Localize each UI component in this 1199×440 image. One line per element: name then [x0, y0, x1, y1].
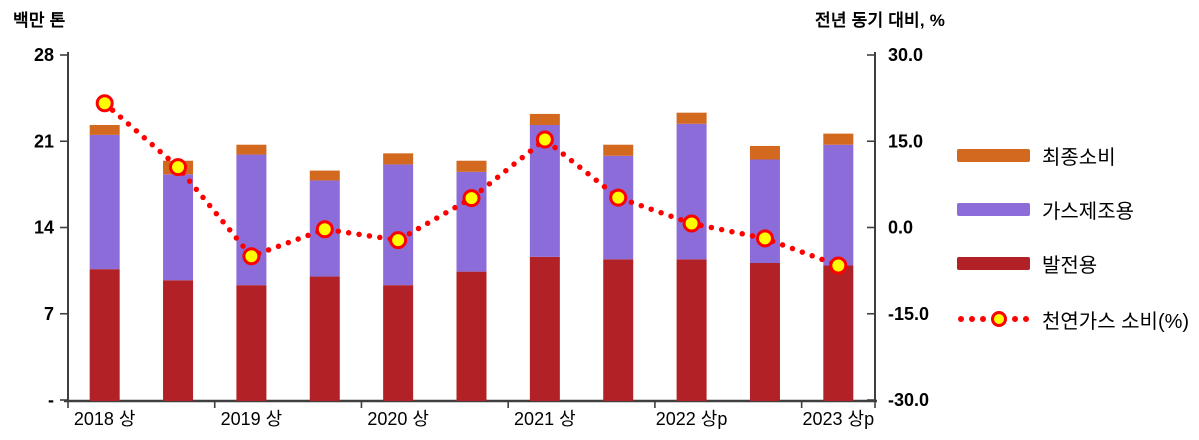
line-marker [682, 214, 701, 233]
bar-segment-발전용 [676, 259, 707, 401]
bar-segment-최종소비 [309, 170, 340, 181]
right-axis-tick-label: -30.0 [888, 390, 929, 410]
left-axis-tick-label: 21 [34, 131, 54, 151]
bar-segment-발전용 [823, 265, 854, 401]
line-marker [389, 231, 408, 250]
bar-segment-발전용 [383, 285, 414, 401]
bar-segment-최종소비 [676, 112, 707, 124]
bar-segment-발전용 [529, 256, 560, 401]
bar-segment-가스제조용 [383, 164, 414, 286]
bar-segment-최종소비 [749, 145, 780, 160]
bar-segment-발전용 [603, 259, 634, 401]
legend-marker-circle-icon [991, 311, 1007, 327]
left-axis-tick-label: - [48, 390, 54, 410]
bar-segment-최종소비 [823, 133, 854, 145]
legend-label: 가스제조용 [1042, 200, 1134, 223]
legend-item-천연가스 소비(%): 천연가스 소비(%) [957, 306, 1190, 333]
legend-label: 천연가스 소비(%) [1042, 310, 1190, 333]
bar-segment-발전용 [236, 285, 267, 401]
legend-dot-icon [1023, 316, 1029, 322]
bar-segment-발전용 [163, 280, 194, 401]
legend-item-발전용: 발전용 [957, 250, 1098, 277]
bar-segment-가스제조용 [163, 174, 194, 281]
bar-segment-가스제조용 [823, 144, 854, 266]
x-axis-category-label: 2022 상p [656, 409, 728, 429]
x-axis-category-label: 2018 상 [74, 409, 136, 429]
line-marker [535, 130, 554, 149]
legend-label: 최종소비 [1042, 146, 1116, 169]
bar-segment-최종소비 [236, 144, 267, 155]
bar-segment-최종소비 [529, 113, 560, 125]
bar-segment-가스제조용 [236, 154, 267, 286]
bar-segment-발전용 [309, 276, 340, 401]
line-marker [315, 220, 334, 239]
x-axis-category-label: 2020 상 [367, 409, 429, 429]
bar-segment-최종소비 [456, 160, 487, 172]
bar-segment-가스제조용 [603, 155, 634, 260]
line-marker [829, 256, 848, 275]
x-axis-category-label: 2019 상 [221, 409, 283, 429]
right-axis-tick-label: -15.0 [888, 304, 929, 324]
right-axis-title: 전년 동기 대비, % [815, 11, 946, 30]
bar-segment-가스제조용 [749, 159, 780, 263]
bar-segment-가스제조용 [456, 171, 487, 272]
line-marker [462, 189, 481, 208]
line-marker [95, 94, 114, 113]
left-axis-tick-label: 7 [44, 304, 54, 324]
bar-segment-가스제조용 [89, 134, 120, 270]
line-marker [169, 158, 188, 177]
legend-dot-icon [1012, 316, 1018, 322]
bar-segment-최종소비 [383, 153, 414, 165]
legend-swatch-icon [957, 148, 1030, 162]
bar-segment-발전용 [89, 269, 120, 401]
bar-segment-최종소비 [89, 125, 120, 135]
right-axis-tick-label: 30.0 [888, 45, 923, 65]
legend-swatch-icon [957, 256, 1030, 270]
legend-label: 발전용 [1042, 254, 1098, 277]
left-axis-tick-label: 28 [34, 45, 54, 65]
left-axis-tick-label: 14 [34, 218, 54, 238]
line-marker [755, 229, 774, 248]
line-marker [242, 247, 261, 266]
bar-segment-최종소비 [603, 144, 634, 156]
legend-item-가스제조용: 가스제조용 [957, 196, 1134, 223]
right-axis-tick-label: 15.0 [888, 131, 923, 151]
bar-segment-가스제조용 [676, 123, 707, 260]
legend-dot-icon [969, 316, 975, 322]
legend-dot-icon [980, 316, 986, 322]
legend-item-최종소비: 최종소비 [957, 142, 1116, 169]
legend-dot-icon [958, 316, 964, 322]
right-axis-tick-label: 0.0 [888, 218, 913, 238]
x-axis-category-label: 2021 상 [514, 409, 576, 429]
legend-dotted-line-marker-icon [957, 311, 1030, 327]
x-axis-category-label: 2023 상p [803, 409, 875, 429]
line-marker [609, 188, 628, 207]
bar-segment-발전용 [456, 271, 487, 401]
legend-swatch-icon [957, 202, 1030, 216]
bar-segment-발전용 [749, 263, 780, 401]
left-axis-title: 백만 톤 [13, 11, 66, 30]
